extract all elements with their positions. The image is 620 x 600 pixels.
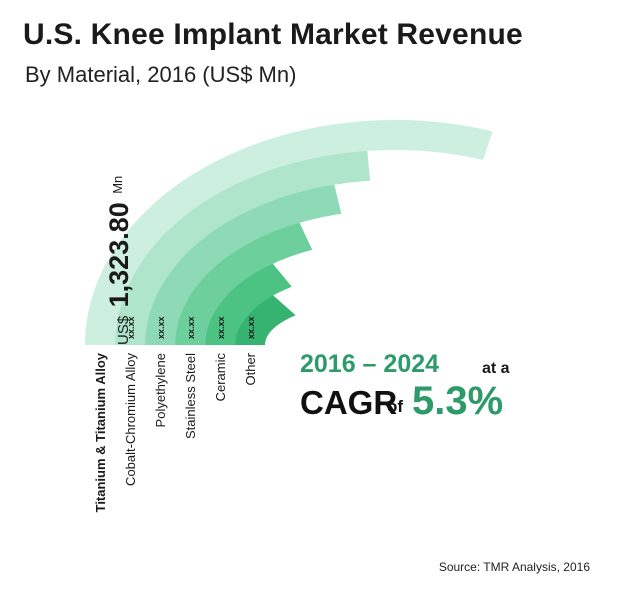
arc-series	[85, 119, 493, 345]
arc-bar-4	[205, 263, 292, 345]
total-value: 1,323.80	[104, 202, 134, 307]
bar-value-label: xx.xx	[216, 316, 226, 339]
bar-value-label: xx.xx	[246, 316, 256, 339]
bar-value-label: xx.xx	[156, 316, 166, 339]
arc-bar-2	[145, 184, 342, 345]
category-label: Cobalt-Chromium Alloy	[123, 353, 138, 486]
bar-value-labels: xx.xx xx.xx xx.xx xx.xx xx.xx	[126, 316, 256, 339]
category-labels: Titanium & Titanium Alloy Cobalt-Chromium…	[93, 352, 258, 512]
cagr-period: 2016 – 2024	[300, 350, 440, 378]
category-label: Titanium & Titanium Alloy	[93, 352, 108, 512]
arc-bar-1	[115, 150, 371, 345]
chart-subtitle: By Material, 2016 (US$ Mn)	[25, 62, 297, 87]
arc-bar-3	[175, 222, 313, 345]
total-unit: Mn	[110, 176, 125, 194]
category-label: Stainless Steel	[183, 353, 198, 439]
source-note: Source: TMR Analysis, 2016	[438, 560, 590, 574]
chart-title: U.S. Knee Implant Market Revenue	[23, 18, 523, 51]
total-prefix: US$	[115, 315, 132, 345]
total-value-label: US$ 1,323.80 Mn	[104, 176, 134, 345]
cagr-label: CAGR	[300, 384, 398, 421]
cagr-at-a: at a	[482, 360, 510, 377]
category-label: Other	[243, 352, 258, 385]
bar-value-label: xx.xx	[186, 316, 196, 339]
bar-value-label: xx.xx	[126, 316, 136, 339]
cagr-value: 5.3%	[412, 379, 504, 423]
cagr-of: of	[387, 397, 404, 416]
arc-bar-5	[235, 295, 296, 345]
category-label: Ceramic	[213, 353, 228, 402]
category-label: Polyethylene	[153, 353, 168, 427]
arc-bar-0	[85, 119, 493, 345]
